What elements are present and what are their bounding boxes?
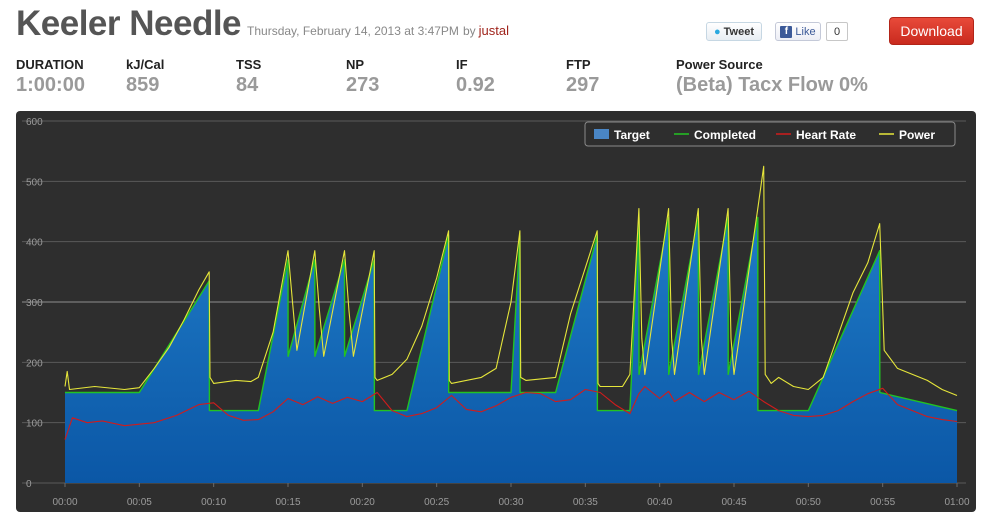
- stat-label: Power Source: [676, 57, 763, 72]
- by-label: by: [462, 24, 476, 38]
- power-line: [64, 165, 958, 397]
- x-tick-label: 00:05: [127, 497, 152, 508]
- stat-duration: DURATION 1:00:00: [16, 57, 85, 97]
- x-tick-label: 00:45: [721, 497, 746, 508]
- legend-swatch-target: [594, 129, 609, 139]
- y-tick-label: 100: [26, 419, 43, 430]
- stat-kj-cal: kJ/Cal 859: [126, 57, 164, 97]
- x-tick-label: 00:20: [350, 497, 375, 508]
- x-tick-label: 00:50: [796, 497, 821, 508]
- stat-label: FTP: [566, 57, 591, 72]
- page-header: Keeler Needle Thursday, February 14, 201…: [16, 4, 509, 48]
- stat-label: IF: [456, 57, 468, 72]
- x-tick-label: 00:30: [498, 497, 523, 508]
- heart-rate-line: [64, 385, 958, 440]
- facebook-icon: f: [780, 25, 793, 38]
- stat-value: 1:00:00: [16, 74, 85, 96]
- stat-value: 0.92: [456, 74, 495, 96]
- y-tick-label: 600: [26, 117, 43, 128]
- stat-label: TSS: [236, 57, 262, 72]
- chart-legend: [584, 121, 956, 147]
- download-button[interactable]: Download: [889, 17, 974, 45]
- legend-label: Power: [899, 128, 935, 142]
- tweet-label: Tweet: [723, 25, 754, 38]
- completed-line: [65, 216, 958, 412]
- user-link[interactable]: justal: [478, 23, 509, 38]
- y-tick-label: 0: [26, 479, 32, 490]
- stat-tss: TSS 84: [236, 57, 261, 97]
- ride-date: Thursday, February 14, 2013 at 3:47PM: [247, 24, 459, 38]
- y-tick-label: 500: [26, 177, 43, 188]
- x-tick-label: 00:40: [647, 497, 672, 508]
- stat-label: kJ/Cal: [126, 57, 165, 72]
- x-tick-label: 00:55: [870, 497, 895, 508]
- stat-value: 84: [236, 74, 259, 96]
- stat-value: 297: [566, 74, 600, 96]
- stat-value: 273: [346, 74, 380, 96]
- stat-label: DURATION: [16, 57, 84, 72]
- x-tick-label: 00:00: [52, 497, 77, 508]
- like-label: Like: [795, 25, 816, 38]
- x-tick-label: 00:35: [573, 497, 598, 508]
- facebook-like-button[interactable]: f Like: [775, 22, 821, 41]
- target-area: [65, 217, 957, 483]
- stat-power-source: Power Source (Beta) Tacx Flow 0%: [676, 57, 868, 97]
- legend-label: Completed: [694, 128, 756, 142]
- ride-meta: Thursday, February 14, 2013 at 3:47PM by j…: [247, 23, 509, 38]
- tweet-button[interactable]: ● Tweet: [706, 22, 762, 41]
- page-title: Keeler Needle: [16, 4, 242, 43]
- legend-label: Target: [614, 128, 650, 142]
- x-tick-label: 01:00: [944, 497, 969, 508]
- x-tick-label: 00:25: [424, 497, 449, 508]
- y-tick-label: 300: [26, 298, 43, 309]
- twitter-bird-icon: ●: [713, 25, 721, 38]
- legend-label: Heart Rate: [796, 128, 856, 142]
- stat-value: (Beta) Tacx Flow 0%: [676, 74, 868, 96]
- stat-ftp: FTP 297: [566, 57, 599, 97]
- x-tick-label: 00:15: [275, 497, 300, 508]
- y-tick-label: 200: [26, 358, 43, 369]
- stat-np: NP 273: [346, 57, 379, 97]
- stat-if: IF 0.92: [456, 57, 495, 97]
- like-count: 0: [826, 22, 848, 41]
- stat-label: NP: [346, 57, 365, 72]
- y-tick-label: 400: [26, 238, 43, 249]
- x-tick-label: 00:10: [201, 497, 226, 508]
- stat-value: 859: [126, 74, 160, 96]
